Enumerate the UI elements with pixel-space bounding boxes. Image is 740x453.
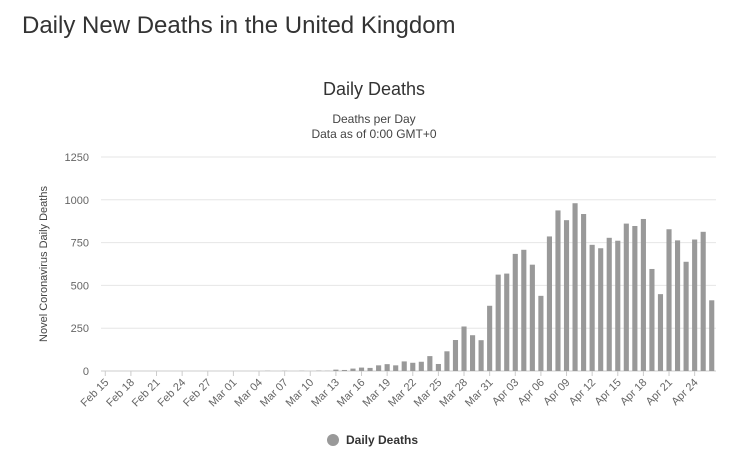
bar[interactable] bbox=[333, 369, 339, 371]
x-tick-label: Mar 07 bbox=[258, 377, 291, 410]
bar[interactable] bbox=[504, 273, 510, 371]
bar[interactable] bbox=[487, 305, 493, 371]
bar[interactable] bbox=[393, 365, 399, 371]
y-tick-label: 750 bbox=[71, 238, 89, 250]
x-tick-label: Mar 16 bbox=[335, 377, 368, 410]
y-axis-ticks: 0 250 500 750 1000 1250 bbox=[65, 152, 89, 378]
bar[interactable] bbox=[341, 369, 347, 371]
x-tick-label: Feb 18 bbox=[104, 377, 137, 410]
bar[interactable] bbox=[401, 361, 407, 371]
x-tick-label: Apr 21 bbox=[644, 377, 675, 408]
bar[interactable] bbox=[410, 362, 416, 371]
bar[interactable] bbox=[649, 268, 655, 371]
bar[interactable] bbox=[555, 210, 561, 371]
bar[interactable] bbox=[376, 365, 382, 371]
x-tick-label: Mar 28 bbox=[437, 377, 470, 410]
x-tick-label: Apr 06 bbox=[516, 377, 547, 408]
page-title: Daily New Deaths in the United Kingdom bbox=[22, 12, 456, 39]
bar[interactable] bbox=[444, 351, 450, 371]
bar[interactable] bbox=[615, 240, 621, 371]
x-tick-label: Mar 25 bbox=[412, 377, 445, 410]
bar[interactable] bbox=[478, 340, 484, 371]
y-tick-label: 250 bbox=[71, 323, 89, 335]
legend-label[interactable]: Daily Deaths bbox=[346, 433, 418, 447]
legend-marker-icon[interactable] bbox=[327, 434, 339, 446]
x-tick-label: Apr 12 bbox=[567, 377, 598, 408]
bar[interactable] bbox=[709, 300, 715, 371]
bar[interactable] bbox=[640, 218, 646, 371]
bar[interactable] bbox=[657, 294, 664, 371]
bar-series bbox=[265, 203, 715, 371]
x-tick-label: Mar 13 bbox=[309, 377, 342, 410]
bar[interactable] bbox=[358, 367, 365, 371]
bar[interactable] bbox=[700, 231, 706, 371]
bar[interactable] bbox=[512, 253, 518, 371]
bar[interactable] bbox=[598, 248, 604, 371]
grid-lines bbox=[101, 156, 716, 372]
x-tick-label: Mar 31 bbox=[463, 377, 496, 410]
bar[interactable] bbox=[563, 220, 570, 371]
x-tick-label: Mar 04 bbox=[232, 377, 265, 410]
x-tick-label: Feb 21 bbox=[130, 377, 163, 410]
bar[interactable] bbox=[435, 363, 441, 371]
bar[interactable] bbox=[427, 356, 433, 371]
bar[interactable] bbox=[470, 335, 476, 371]
bar[interactable] bbox=[692, 239, 698, 371]
bar[interactable] bbox=[384, 364, 390, 371]
x-tick-label: Apr 15 bbox=[592, 377, 623, 408]
bar[interactable] bbox=[666, 229, 672, 371]
bar[interactable] bbox=[623, 223, 629, 371]
bar[interactable] bbox=[521, 249, 527, 371]
bar[interactable] bbox=[606, 237, 612, 371]
y-tick-label: 0 bbox=[83, 366, 89, 378]
y-tick-label: 1000 bbox=[65, 195, 89, 207]
x-tick-label: Apr 03 bbox=[490, 377, 521, 408]
bar[interactable] bbox=[632, 225, 638, 371]
chart-title: Daily Deaths bbox=[323, 79, 425, 99]
bar[interactable] bbox=[581, 214, 587, 371]
x-tick-label: Apr 18 bbox=[618, 377, 649, 408]
chart-subtitle-line-1: Deaths per Day bbox=[332, 112, 415, 126]
bar[interactable] bbox=[529, 264, 535, 371]
x-tick-label: Feb 24 bbox=[156, 377, 189, 410]
legend[interactable]: Daily Deaths bbox=[327, 433, 418, 447]
y-axis-label: Novel Coronavirus Daily Deaths bbox=[38, 186, 50, 342]
bar[interactable] bbox=[495, 274, 501, 371]
x-tick-label: Mar 19 bbox=[361, 377, 394, 410]
x-tick-label: Mar 10 bbox=[284, 377, 317, 410]
bar[interactable] bbox=[675, 240, 681, 371]
x-tick-label: Feb 27 bbox=[181, 377, 214, 410]
bar[interactable] bbox=[452, 340, 459, 371]
bar[interactable] bbox=[367, 367, 373, 371]
bar[interactable] bbox=[538, 295, 544, 371]
bar[interactable] bbox=[461, 326, 467, 371]
bar[interactable] bbox=[589, 244, 595, 371]
bar[interactable] bbox=[572, 203, 578, 371]
x-tick-label: Apr 09 bbox=[541, 377, 572, 408]
bar[interactable] bbox=[683, 261, 689, 371]
x-tick-label: Feb 15 bbox=[79, 377, 112, 410]
x-tick-label: Mar 01 bbox=[207, 377, 240, 410]
bar[interactable] bbox=[418, 361, 424, 371]
bar[interactable] bbox=[546, 236, 552, 371]
x-tick-label: Mar 22 bbox=[386, 377, 419, 410]
x-tick-label: Apr 24 bbox=[669, 377, 700, 408]
bar[interactable] bbox=[350, 368, 356, 371]
y-tick-label: 1250 bbox=[65, 152, 89, 164]
chart-subtitle-line-2: Data as of 0:00 GMT+0 bbox=[311, 127, 436, 141]
y-tick-label: 500 bbox=[71, 280, 89, 292]
